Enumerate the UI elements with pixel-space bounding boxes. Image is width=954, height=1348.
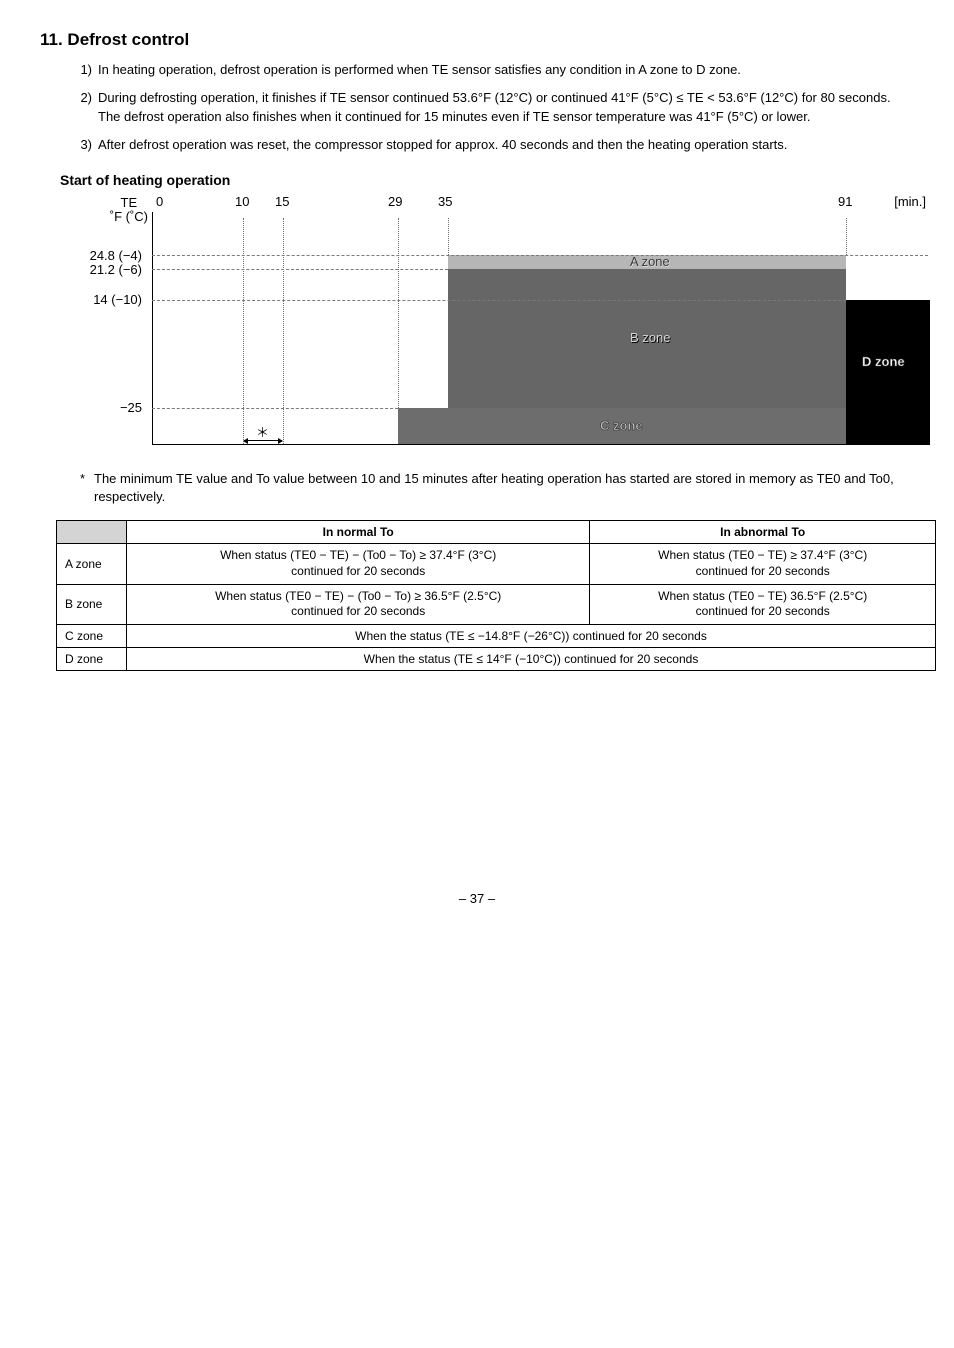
table-cell: When the status (TE ≤ −14.8°F (−26°C)) c… [127,624,936,647]
table-row: D zone When the status (TE ≤ 14°F (−10°C… [57,647,936,670]
grid-line [152,269,448,270]
list-num: 1) [70,60,92,80]
x-tick: 91 [838,194,852,209]
table-cell: When status (TE0 − TE) 36.5°F (2.5°C) co… [590,584,936,624]
table-cell: When status (TE0 − TE) − (To0 − To) ≥ 36… [127,584,590,624]
x-axis-line [152,444,930,445]
zone-d [846,300,930,444]
y-axis-label: TE ˚F (˚C) [70,196,148,225]
table-row: A zone When status (TE0 − TE) − (To0 − T… [57,544,936,584]
defrost-chart: 0 10 15 29 35 91 [min.] TE ˚F (˚C) 24.8 … [70,194,940,454]
grid-line [283,218,284,444]
list-text: During defrosting operation, it finishes… [98,88,914,127]
row-header: A zone [57,544,127,584]
list-item: 1) In heating operation, defrost operati… [70,60,914,80]
grid-line [152,408,398,409]
footnote: * The minimum TE value and To value betw… [80,470,914,506]
x-tick: 35 [438,194,452,209]
grid-line [846,218,847,255]
y-axis-label-line: ˚F (˚C) [110,209,148,224]
x-tick: 0 [156,194,163,209]
list-text: After defrost operation was reset, the c… [98,135,914,155]
x-unit: [min.] [894,194,926,209]
table-cell: When the status (TE ≤ 14°F (−10°C)) cont… [127,647,936,670]
table-header: In normal To [127,521,590,544]
table-cell-line: continued for 20 seconds [696,564,830,578]
star-marker: ＊ [256,422,269,441]
zone-label-b: B zone [630,330,670,345]
range-arrow [244,440,282,441]
y-tick: −25 [70,400,142,415]
table-cell-line: continued for 20 seconds [291,564,425,578]
table-cell: When status (TE0 − TE) ≥ 37.4°F (3°C) co… [590,544,936,584]
zone-label-c: C zone [600,418,643,433]
y-tick: 14 (−10) [70,292,142,307]
table-cell-line: When status (TE0 − TE) 36.5°F (2.5°C) [658,589,867,603]
table-row: C zone When the status (TE ≤ −14.8°F (−2… [57,624,936,647]
grid-line [243,218,244,444]
list-item: 2) During defrosting operation, it finis… [70,88,914,127]
list-item: 3) After defrost operation was reset, th… [70,135,914,155]
section-title: 11. Defrost control [40,30,914,50]
y-tick: 24.8 (−4) [70,248,142,263]
table-cell-line: continued for 20 seconds [696,604,830,618]
zone-label-d: D zone [862,354,905,369]
grid-line [152,255,928,256]
zone-label-a: A zone [630,254,670,269]
numbered-list: 1) In heating operation, defrost operati… [70,60,914,154]
row-header: D zone [57,647,127,670]
table-header: In abnormal To [590,521,936,544]
y-axis-label-line: TE [121,195,138,210]
grid-line [152,300,846,301]
x-tick: 10 [235,194,249,209]
table-cell-line: continued for 20 seconds [291,604,425,618]
y-axis-line [152,212,153,444]
grid-line [448,218,449,255]
footnote-marker: * [80,470,94,506]
page-number: – 37 – [40,891,914,906]
table-corner [57,521,127,544]
list-num: 3) [70,135,92,155]
row-header: B zone [57,584,127,624]
chart-heading: Start of heating operation [60,172,914,188]
zone-table: In normal To In abnormal To A zone When … [56,520,936,670]
row-header: C zone [57,624,127,647]
list-text: In heating operation, defrost operation … [98,60,914,80]
x-tick: 15 [275,194,289,209]
table-cell-line: When status (TE0 − TE) − (To0 − To) ≥ 37… [220,548,496,562]
x-tick: 29 [388,194,402,209]
table-cell-line: When status (TE0 − TE) − (To0 − To) ≥ 36… [215,589,501,603]
grid-line [398,218,399,408]
y-tick: 21.2 (−6) [70,262,142,277]
table-cell: When status (TE0 − TE) − (To0 − To) ≥ 37… [127,544,590,584]
table-row: B zone When status (TE0 − TE) − (To0 − T… [57,584,936,624]
footnote-text: The minimum TE value and To value betwee… [94,470,914,506]
list-num: 2) [70,88,92,127]
table-cell-line: When status (TE0 − TE) ≥ 37.4°F (3°C) [658,548,867,562]
